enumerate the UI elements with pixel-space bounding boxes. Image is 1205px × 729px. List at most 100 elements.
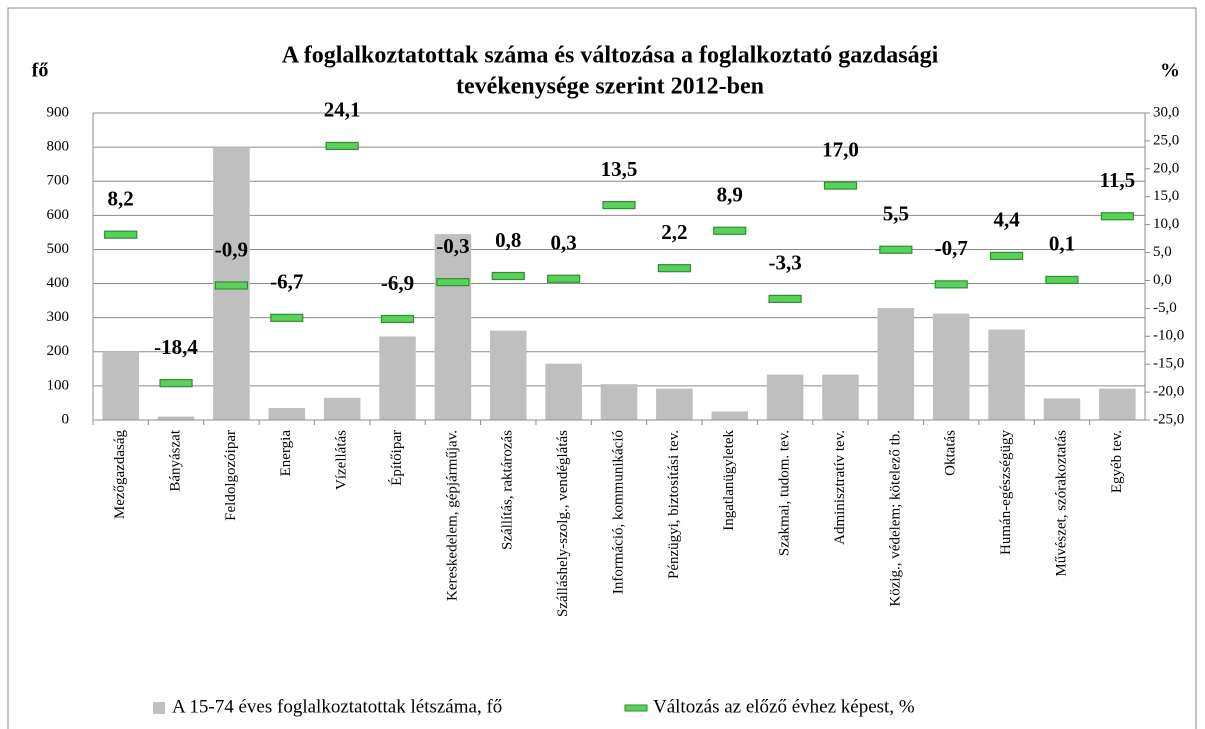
y-tick-label: 200 <box>47 343 70 359</box>
value-label: -18,4 <box>154 335 198 359</box>
value-label: -0,9 <box>215 237 248 261</box>
marker <box>879 245 913 254</box>
y-tick-label: 400 <box>47 275 70 291</box>
bar <box>766 374 804 420</box>
x-tick-label: Ingatlanügyletek <box>721 430 737 531</box>
value-label: 24,1 <box>324 98 361 122</box>
legend-label: Változás az előző évhez képest, % <box>653 696 915 717</box>
marker <box>713 226 747 235</box>
y2-tick-label: 10,0 <box>1153 216 1179 232</box>
legend-swatch <box>153 702 165 714</box>
y2-axis-label: % <box>1160 60 1180 82</box>
value-label: 5,5 <box>883 202 909 226</box>
legend-swatch <box>624 704 648 712</box>
y-tick-label: 700 <box>47 173 70 189</box>
marker <box>436 278 470 287</box>
value-label: -6,7 <box>270 270 303 294</box>
value-label: -0,3 <box>436 234 469 258</box>
bar <box>323 397 361 420</box>
marker <box>823 181 858 190</box>
value-label: -6,9 <box>381 271 414 295</box>
marker <box>989 251 1024 260</box>
y-tick-label: 800 <box>47 139 70 155</box>
marker <box>768 294 802 303</box>
value-label: 0,1 <box>1049 232 1075 256</box>
x-tick-label: Egyéb tev. <box>1109 430 1125 493</box>
value-label: 8,2 <box>108 186 134 210</box>
marker <box>491 271 525 281</box>
y-tick-label: 100 <box>47 377 70 393</box>
y2-tick-label: -20,0 <box>1153 384 1184 400</box>
value-label: 0,8 <box>495 228 521 252</box>
marker <box>270 313 304 322</box>
chart-title: A foglalkoztatottak száma és változása a… <box>282 43 939 69</box>
x-tick-label: Információ, kommunikáció <box>610 430 626 594</box>
bar <box>656 388 693 420</box>
value-label: 4,4 <box>993 208 1020 232</box>
x-tick-label: Kereskedelem, gépjárműjav. <box>444 430 460 601</box>
x-tick-label: Építőipar <box>388 430 405 486</box>
bar <box>822 374 859 420</box>
bar <box>489 330 527 420</box>
x-tick-label: Feldolgozóipar <box>223 430 239 521</box>
x-tick-label: Szálláshely-szolg., vendéglátás <box>555 430 571 617</box>
value-label: 2,2 <box>661 220 687 244</box>
x-tick-label: Művészet, szórakoztatás <box>1053 430 1069 577</box>
value-label: -0,7 <box>935 236 968 260</box>
y2-tick-label: -25,0 <box>1153 411 1184 427</box>
y-tick-label: 500 <box>47 241 70 257</box>
x-tick-label: Pénzügyi, biztosítási tev. <box>666 430 682 579</box>
bar <box>711 411 749 420</box>
marker <box>547 274 581 283</box>
marker <box>104 230 138 239</box>
x-tick-label: Szakmai, tudom. tev. <box>777 430 793 556</box>
bar <box>545 363 582 420</box>
bar <box>1043 398 1081 420</box>
bar <box>988 329 1025 420</box>
bar <box>434 234 472 420</box>
marker <box>380 314 415 324</box>
value-label: 13,5 <box>601 157 638 181</box>
y2-tick-label: -15,0 <box>1153 356 1184 372</box>
y2-tick-label: 5,0 <box>1153 244 1172 260</box>
y-tick-label: 900 <box>47 104 70 120</box>
marker <box>602 201 636 210</box>
marker <box>159 379 193 388</box>
y2-tick-label: 0,0 <box>1153 272 1172 288</box>
x-tick-label: Vízellátás <box>334 430 350 490</box>
bar <box>1099 388 1136 420</box>
chart-title: tevékenysége szerint 2012-ben <box>456 74 764 100</box>
marker <box>214 281 249 290</box>
y2-tick-label: 20,0 <box>1153 160 1179 176</box>
y-axis-label: fő <box>32 60 49 82</box>
marker <box>657 264 691 273</box>
value-label: 8,9 <box>717 183 743 207</box>
bar <box>268 408 306 420</box>
x-tick-label: Mezőgazdaság <box>112 430 128 520</box>
bar <box>157 416 195 420</box>
bar <box>877 308 915 420</box>
marker <box>325 141 359 151</box>
x-tick-label: Energia <box>278 430 294 477</box>
y2-tick-label: -10,0 <box>1153 328 1184 344</box>
marker <box>1100 212 1134 221</box>
bar <box>379 336 416 420</box>
bar <box>600 384 638 420</box>
x-tick-label: Humán-egészségügy <box>998 430 1014 555</box>
y-tick-label: 0 <box>62 411 70 427</box>
legend-label: A 15-74 éves foglalkoztatottak létszáma,… <box>172 696 502 717</box>
y2-tick-label: 25,0 <box>1153 132 1179 148</box>
marker <box>934 280 968 289</box>
bar <box>932 313 970 420</box>
y2-tick-label: 15,0 <box>1153 188 1179 204</box>
y2-tick-label: -5,0 <box>1153 300 1177 316</box>
y-tick-label: 600 <box>47 207 70 223</box>
value-label: 0,3 <box>551 231 577 255</box>
marker <box>1045 275 1079 284</box>
x-tick-label: Közig., védelem; kötelező tb. <box>887 430 903 607</box>
x-tick-label: Oktatás <box>943 430 959 476</box>
x-tick-label: Szállítás, raktározás <box>500 430 516 550</box>
x-tick-label: Adminisztratív tev. <box>832 430 848 545</box>
value-label: 11,5 <box>1100 168 1136 192</box>
